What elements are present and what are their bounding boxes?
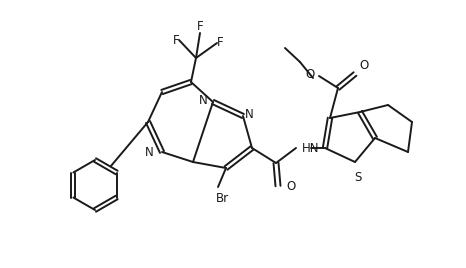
- Text: N: N: [145, 146, 154, 158]
- Text: O: O: [359, 59, 368, 72]
- Text: F: F: [217, 36, 224, 50]
- Text: HN: HN: [302, 142, 320, 154]
- Text: O: O: [306, 68, 315, 80]
- Text: N: N: [245, 107, 254, 121]
- Text: F: F: [197, 20, 203, 33]
- Text: F: F: [172, 34, 179, 47]
- Text: S: S: [354, 171, 362, 184]
- Text: N: N: [199, 95, 208, 107]
- Text: O: O: [286, 180, 295, 192]
- Text: Br: Br: [215, 192, 228, 205]
